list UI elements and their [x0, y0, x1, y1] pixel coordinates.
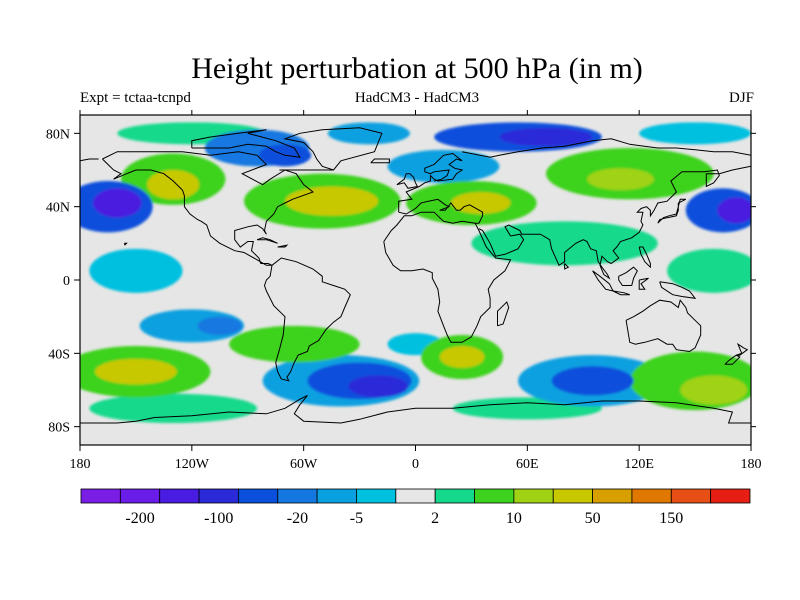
field-blob — [387, 149, 500, 183]
colorbar-label: -5 — [350, 510, 363, 527]
coastlines — [80, 127, 751, 424]
coastline — [497, 301, 510, 327]
coastline — [735, 342, 749, 356]
colorbar-swatch — [159, 488, 200, 504]
coastline — [659, 281, 697, 299]
field-blob — [94, 358, 177, 385]
y-tick-label: 0 — [63, 274, 70, 289]
coastline — [383, 211, 512, 343]
coastline — [478, 165, 751, 280]
colorbar-label: 50 — [585, 510, 601, 527]
coastline — [564, 263, 570, 270]
x-tick-label: 120E — [624, 457, 654, 472]
coastline — [191, 129, 301, 158]
y-tick-label: 40S — [48, 347, 70, 362]
colorbar-swatch — [356, 488, 397, 504]
experiment-label: Expt = tctaa-tcnpd — [80, 90, 191, 106]
colorbar-label: -20 — [287, 510, 308, 527]
colorbar-swatch — [710, 488, 751, 504]
field-blob — [499, 127, 593, 147]
colorbar-label: 150 — [659, 510, 683, 527]
field-blob — [639, 122, 751, 145]
colorbar-swatch — [513, 488, 554, 504]
colorbar-swatch — [434, 488, 475, 504]
coastline — [398, 152, 464, 213]
model-label: HadCM3 - HadCM3 — [354, 90, 480, 106]
coastline — [398, 198, 484, 224]
coastline — [124, 242, 128, 246]
coastline — [638, 246, 651, 269]
colorbar-swatch — [474, 488, 515, 504]
field-blob — [348, 375, 409, 398]
colorbar-swatch — [316, 488, 357, 504]
y-tick-label: 40N — [46, 201, 70, 216]
field-blob — [717, 197, 751, 224]
colorbar-swatch — [552, 488, 593, 504]
season-label: DJF — [728, 90, 754, 106]
field-blob — [285, 186, 379, 216]
field-blob — [667, 248, 751, 293]
colorbar-swatch — [277, 488, 318, 504]
colorbar-swatch — [631, 488, 672, 504]
x-tick-label: 60W — [290, 457, 318, 472]
colorbar-swatch — [238, 488, 279, 504]
field-blob — [471, 221, 658, 266]
coastline — [724, 354, 741, 365]
coastline — [277, 244, 289, 248]
coastline — [80, 158, 99, 162]
colorbar-label: -100 — [204, 510, 233, 527]
field-blob — [586, 168, 655, 191]
coastline — [638, 277, 649, 290]
coastline — [625, 299, 702, 353]
x-tick-label: 0 — [412, 457, 419, 472]
colorbar-swatch — [198, 488, 239, 504]
x-tick-label: 180 — [70, 457, 91, 472]
colorbar-swatch — [395, 488, 436, 504]
colorbar-label: 2 — [431, 510, 439, 527]
field-blob — [93, 188, 142, 218]
coastline — [263, 257, 351, 382]
x-tick-label: 180 — [741, 457, 762, 472]
coastline — [462, 138, 751, 158]
colorbar-swatch — [119, 488, 161, 504]
chart-title: Height perturbation at 500 hPa (in m) — [191, 52, 643, 85]
y-axis: 80N 40N 0 40S 80S — [46, 127, 756, 436]
field-blob — [551, 366, 634, 396]
coastline — [102, 151, 315, 266]
colorbar: -200 -100 -20 -5 2 10 50 150 — [80, 488, 751, 527]
colorbar-swatch — [80, 488, 121, 504]
field-blob — [197, 316, 243, 336]
coastline — [279, 127, 383, 171]
coastline — [256, 237, 278, 244]
field-blob — [89, 393, 258, 424]
field-blob — [89, 248, 183, 293]
coastline — [657, 198, 687, 224]
colorbar-label: 10 — [506, 510, 522, 527]
coastline — [618, 266, 638, 286]
field-blob — [450, 192, 511, 214]
colorbar-label: -200 — [125, 510, 154, 527]
field-blob — [327, 122, 410, 145]
contour-field — [80, 122, 751, 424]
x-axis: 180 120W 60W 0 60E 120E 180 — [70, 110, 762, 472]
field-blob — [229, 325, 360, 363]
coastline — [370, 158, 390, 164]
colorbar-swatch — [670, 488, 712, 504]
coastline — [80, 395, 751, 424]
coastline — [396, 173, 419, 189]
field-blob — [680, 375, 748, 405]
colorbar-swatch — [592, 488, 633, 504]
y-tick-label: 80S — [48, 421, 70, 436]
coastline — [612, 290, 630, 296]
x-tick-label: 120W — [175, 457, 210, 472]
field-blob — [439, 346, 485, 368]
y-tick-label: 80N — [46, 127, 70, 142]
field-blob — [147, 170, 200, 200]
x-tick-label: 60E — [516, 457, 539, 472]
